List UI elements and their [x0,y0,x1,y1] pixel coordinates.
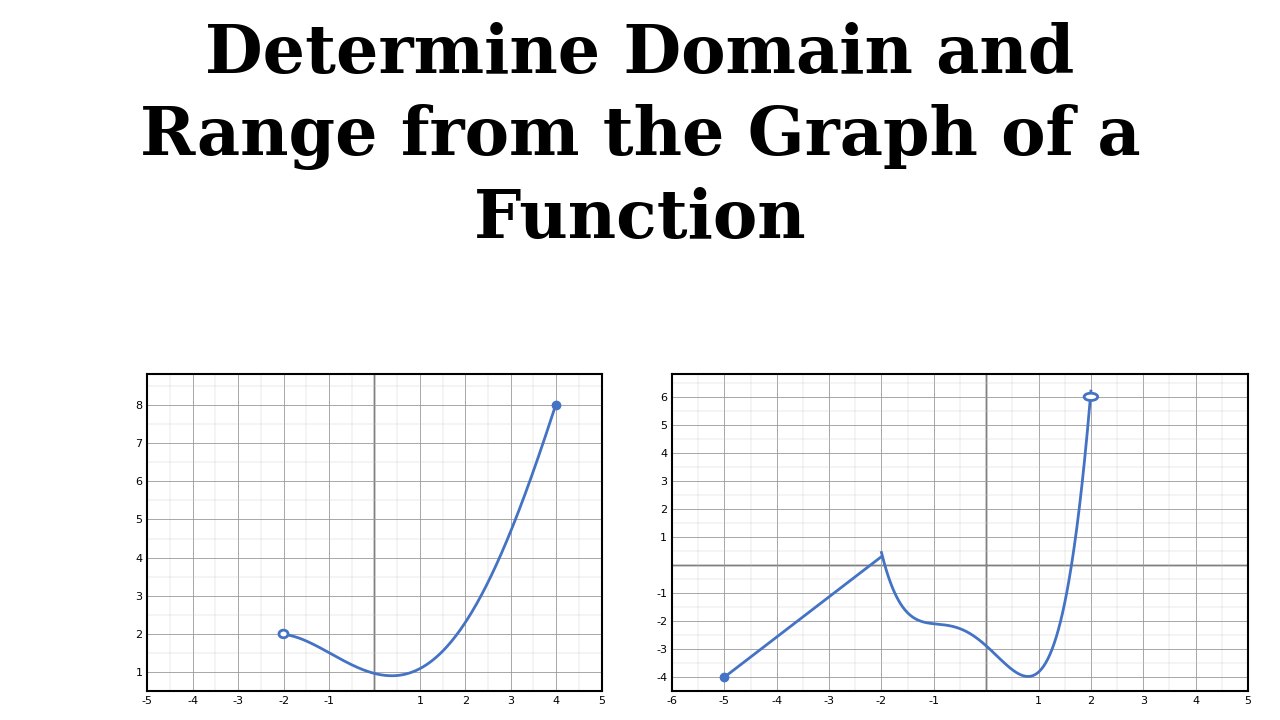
Text: Function: Function [474,187,806,252]
Text: Determine Domain and: Determine Domain and [205,22,1075,86]
Text: Range from the Graph of a: Range from the Graph of a [140,104,1140,171]
Circle shape [1084,393,1098,400]
Circle shape [279,630,288,638]
